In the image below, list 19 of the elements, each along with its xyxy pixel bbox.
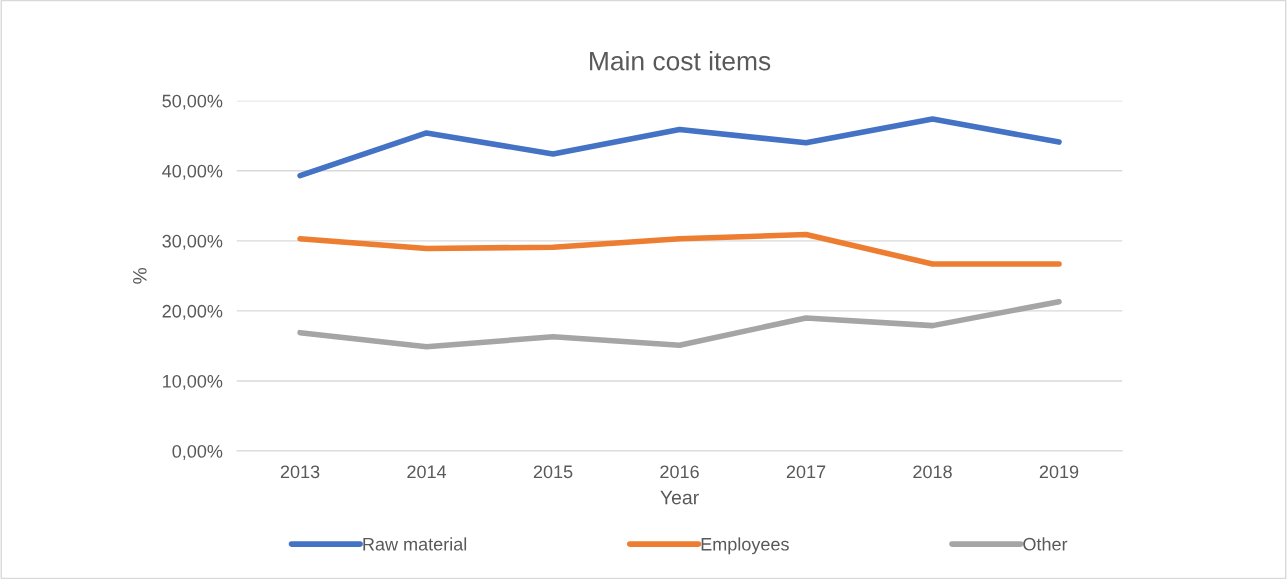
x-tick-label: 2014 [407, 465, 447, 479]
x-tick-label: 2016 [660, 465, 699, 479]
y-tick-label: 50,00% [162, 94, 223, 110]
legend-label: Raw material [363, 537, 467, 551]
x-tick-label: 2019 [1039, 465, 1079, 479]
y-axis-title: % [133, 267, 147, 284]
x-tick-label: 2018 [913, 465, 952, 479]
x-axis-title: Year [660, 490, 699, 505]
legend-label: Employees [701, 537, 789, 555]
x-tick-label: 2017 [786, 465, 826, 479]
x-tick-label: 2013 [280, 465, 320, 479]
y-tick-label: 10,00% [163, 374, 223, 390]
chart-title: Main cost items [590, 51, 771, 71]
legend-label: Other [1023, 537, 1068, 551]
y-tick-label: 0,00% [172, 444, 223, 460]
y-tick-label: 20,00% [162, 304, 223, 320]
y-tick-label: 40,00% [162, 164, 223, 180]
y-tick-label: 30,00% [162, 234, 223, 250]
x-tick-label: 2015 [533, 465, 573, 479]
